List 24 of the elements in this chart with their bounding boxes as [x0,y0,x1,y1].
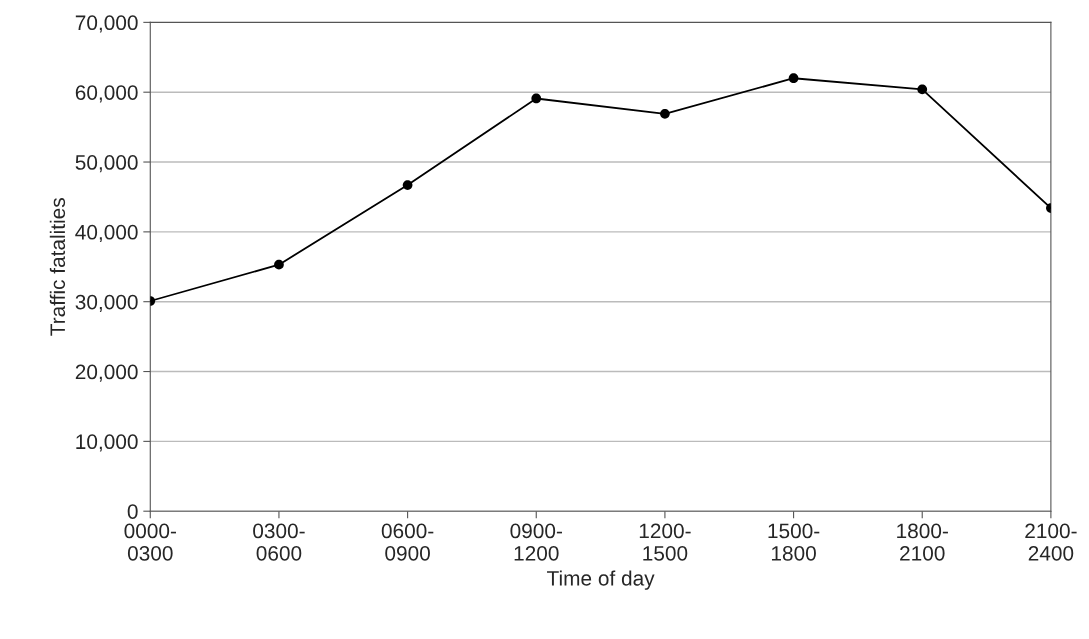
y-tick-label: 0 [127,504,138,519]
x-tick-label: 0600- 0900 [381,523,434,561]
point [402,180,413,190]
y-tick-label: 70,000 [75,15,138,33]
x-tick-label: 0000- 0300 [124,523,176,561]
point [917,84,928,95]
y-tick-label: 50,000 [75,155,138,173]
y-axis-title: Traffic fatalities [49,198,66,336]
y-tick-label: 20,000 [75,364,138,382]
x-tick-label: 0900- 1200 [510,523,562,561]
x-tick-label: 1500- 1800 [768,523,820,561]
x-tick-label: 2100- 2400 [1025,523,1077,561]
y-tick-label: 10,000 [76,434,138,452]
y-tick-label: 30,000 [75,294,138,312]
y-tick-label: 40,000 [75,224,138,243]
point [788,73,799,84]
y-tick-label: 60,000 [75,85,138,103]
x-axis-title: Time of day [547,570,655,590]
point [274,259,284,270]
point [660,108,670,119]
x-tick-label: 1200- 1500 [639,523,691,561]
x-tick-label: 1800- 2100 [897,523,948,561]
x-tick-label: 0300- 0600 [253,523,305,561]
point [531,93,542,104]
